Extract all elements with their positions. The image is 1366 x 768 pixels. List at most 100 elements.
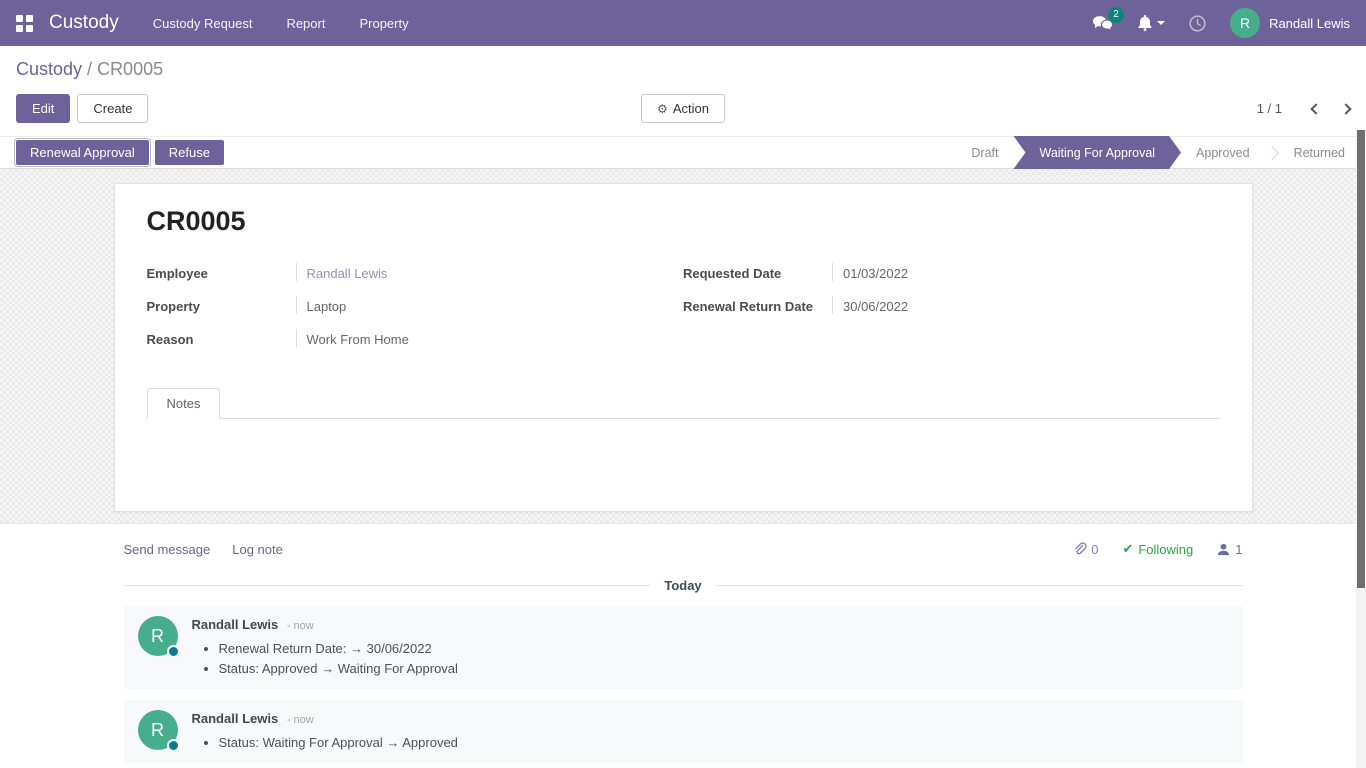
online-status-dot (166, 645, 180, 658)
chatter-toolbar-right: 0 ✔ Following 1 (1073, 541, 1243, 557)
menu-item-custody-request[interactable]: Custody Request (152, 15, 253, 31)
person-icon (1218, 543, 1230, 555)
app-brand[interactable]: Custody (49, 12, 119, 33)
check-icon: ✔ (1122, 541, 1134, 556)
menu-item-property[interactable]: Property (359, 15, 409, 31)
refuse-button[interactable]: Refuse (154, 140, 224, 165)
record-title: CR0005 (146, 206, 246, 236)
paperclip-icon (1075, 541, 1087, 554)
attachments-button[interactable]: 0 (1073, 542, 1098, 557)
breadcrumb-parent-link[interactable]: Custody (16, 59, 83, 79)
action-button-label: Action (672, 101, 709, 116)
action-button[interactable]: ⚙ Action (641, 94, 725, 123)
status-pipeline: Draft Waiting For Approval Approved Retu… (956, 136, 1360, 169)
tracking-change: Status: Waiting For Approval → Approved (219, 733, 458, 753)
attachments-count: 0 (1091, 541, 1099, 557)
field-column-left: Employee Randall Lewis Property Laptop R… (147, 263, 684, 362)
messages-icon[interactable]: 2 (1092, 6, 1125, 32)
user-menu[interactable]: R Randall Lewis (1230, 8, 1350, 38)
breadcrumb-separator: / (82, 59, 98, 79)
field-label: Requested Date (683, 266, 782, 281)
main-menu: Custody Request Report Property (153, 16, 409, 31)
control-panel: Custody / CR0005 Edit Create ⚙ Action 1 /… (0, 46, 1366, 136)
tracking-changes-list: Status: Waiting For Approval → Approved (219, 733, 458, 753)
activities-clock-icon[interactable] (1189, 14, 1206, 32)
field-value: 30/06/2022 (832, 296, 1220, 314)
followers-button[interactable]: 1 (1217, 541, 1243, 557)
pager-next-icon[interactable] (1340, 102, 1352, 115)
form-statusbar: Renewal Approval Refuse Draft Waiting Fo… (0, 136, 1366, 169)
date-separator-label: Today (664, 578, 702, 593)
field-reason: Reason Work From Home (147, 329, 684, 362)
send-message-button[interactable]: Send message (123, 541, 211, 557)
employee-link[interactable]: Randall Lewis (306, 266, 388, 281)
status-step-draft[interactable]: Draft (971, 145, 999, 160)
status-step-waiting-for-approval[interactable]: Waiting For Approval (1013, 136, 1181, 169)
tracking-changes-list: Renewal Return Date: → 30/06/2022 Status… (219, 639, 458, 679)
bell-icon (1138, 15, 1152, 31)
date-separator: Today (123, 578, 1243, 593)
user-avatar: R (1230, 8, 1261, 38)
gear-icon: ⚙ (657, 102, 668, 116)
chat-bubbles-icon (1092, 15, 1114, 32)
field-employee: Employee Randall Lewis (147, 263, 684, 296)
followers-count: 1 (1235, 541, 1243, 557)
message-author[interactable]: Randall Lewis (191, 617, 279, 632)
scrollbar-thumb[interactable] (1357, 130, 1365, 588)
pager-value: 1 / 1 (1256, 101, 1282, 116)
create-button[interactable]: Create (77, 94, 149, 123)
status-step-returned[interactable]: Returned (1293, 145, 1345, 160)
log-note-button[interactable]: Log note (232, 541, 283, 557)
action-menu-wrap: ⚙ Action (641, 94, 725, 123)
message-item: R Randall Lewis - now Status: Waiting Fo… (123, 700, 1243, 763)
online-status-dot (166, 739, 180, 752)
messages-count-badge: 2 (1108, 6, 1125, 23)
field-value: 01/03/2022 (832, 263, 1220, 281)
message-item: R Randall Lewis - now Renewal Return Dat… (123, 606, 1243, 689)
statusbar-buttons: Renewal Approval Refuse (14, 138, 224, 167)
field-requested-date: Requested Date 01/03/2022 (683, 263, 1220, 296)
form-background: CR0005 Employee Randall Lewis Property L… (0, 169, 1366, 523)
form-sheet: CR0005 Employee Randall Lewis Property L… (113, 183, 1253, 512)
chevron-down-icon (1157, 21, 1166, 25)
navbar-systray: 2 R Randall Lewis (1092, 6, 1350, 38)
status-step-approved[interactable]: Approved (1196, 145, 1250, 160)
notifications-bell-icon[interactable] (1138, 15, 1166, 31)
tracking-change: Renewal Return Date: → 30/06/2022 (219, 639, 458, 659)
field-property: Property Laptop (147, 296, 684, 329)
message-timestamp: - now (286, 714, 314, 726)
message-timestamp: - now (286, 620, 314, 632)
following-button[interactable]: ✔ Following (1122, 541, 1193, 557)
breadcrumb-current: CR0005 (97, 59, 164, 79)
menu-item-report[interactable]: Report (286, 15, 326, 31)
field-renewal-return-date: Renewal Return Date 30/06/2022 (683, 296, 1220, 329)
field-grid: Employee Randall Lewis Property Laptop R… (147, 263, 1220, 362)
pager-previous-icon[interactable] (1310, 102, 1322, 115)
field-label: Reason (146, 332, 194, 347)
message-avatar[interactable]: R (137, 616, 180, 658)
notes-tab-content (147, 419, 1220, 499)
breadcrumb: Custody / CR0005 (16, 59, 1350, 80)
top-navbar: Custody Custody Request Report Property … (0, 0, 1366, 46)
field-label: Renewal Return Date (683, 299, 814, 314)
vertical-scrollbar[interactable] (1356, 130, 1366, 768)
message-author[interactable]: Randall Lewis (191, 711, 279, 726)
tab-notes[interactable]: Notes (146, 388, 221, 419)
field-column-right: Requested Date 01/03/2022 Renewal Return… (683, 263, 1220, 362)
field-label: Employee (146, 266, 208, 281)
field-value: Work From Home (295, 329, 684, 347)
user-name: Randall Lewis (1269, 15, 1350, 31)
chatter: Send message Log note 0 ✔ Following (0, 523, 1366, 763)
message-body: Randall Lewis - now Renewal Return Date:… (192, 616, 458, 679)
following-label: Following (1138, 541, 1194, 557)
status-separator-icon (1264, 145, 1279, 160)
apps-grid-icon[interactable] (16, 14, 33, 32)
renewal-approval-button[interactable]: Renewal Approval (14, 138, 151, 167)
control-panel-buttons: Edit Create ⚙ Action 1 / 1 (16, 93, 1352, 124)
tracking-change: Status: Approved → Waiting For Approval (219, 659, 458, 679)
clock-icon (1189, 14, 1206, 32)
edit-button[interactable]: Edit (16, 94, 71, 123)
message-avatar[interactable]: R (137, 710, 180, 752)
field-label: Property (146, 299, 200, 314)
pager: 1 / 1 (1256, 101, 1352, 116)
